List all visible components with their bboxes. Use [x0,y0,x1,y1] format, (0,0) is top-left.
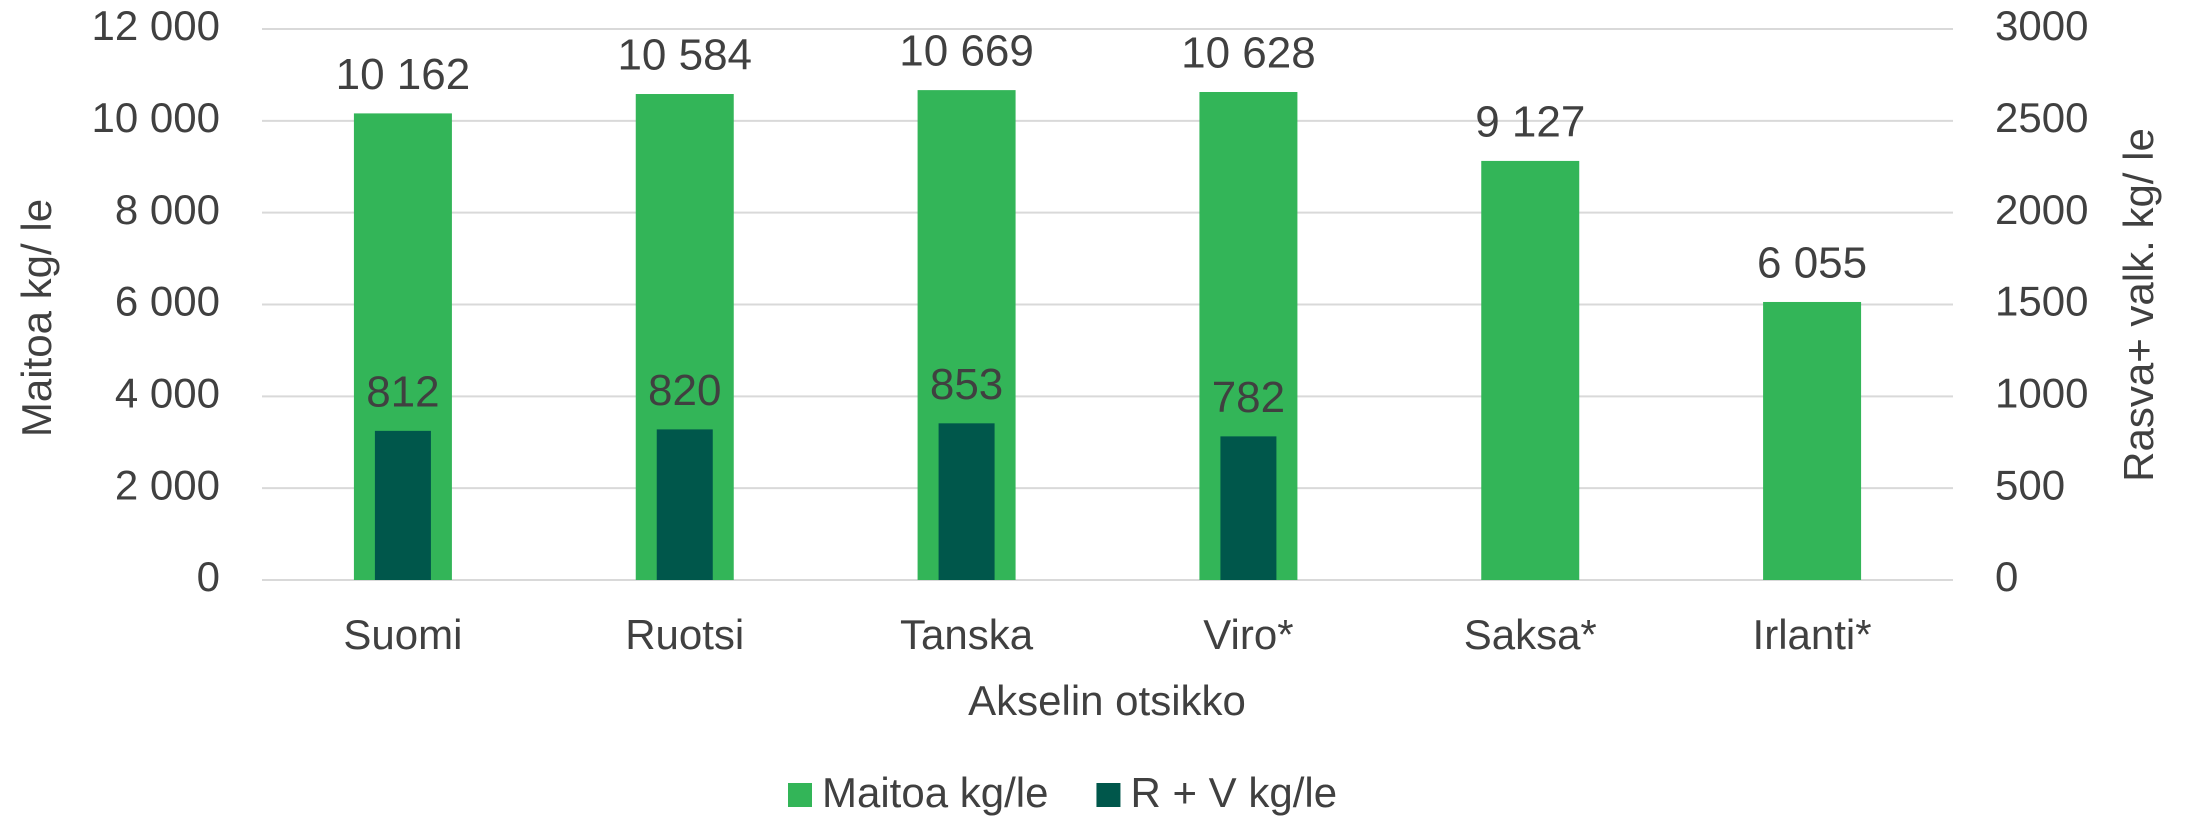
bar [374,430,431,580]
data-label: 10 584 [617,31,752,80]
y2-tick-label: 3000 [1995,2,2088,49]
bar [938,423,995,580]
y2-tick-label: 1500 [1995,278,2088,325]
legend-swatch [788,783,812,807]
data-label: 853 [930,360,1003,409]
y-axis-title: Maitoa kg/ le [13,199,60,437]
y-tick-label: 0 [197,553,220,600]
y-tick-label: 2 000 [115,461,220,508]
data-label: 9 127 [1475,98,1585,147]
data-label: 10 162 [336,50,471,99]
bar [1220,436,1277,580]
x-tick-label: Irlanti* [1753,611,1872,658]
y-tick-label: 10 000 [92,94,220,141]
x-tick-label: Ruotsi [625,611,744,658]
data-label: 6 055 [1757,239,1867,288]
bar [656,429,713,580]
x-axis-title: Akselin otsikko [968,677,1246,724]
bar [1763,301,1862,580]
y2-tick-label: 2500 [1995,94,2088,141]
y2-axis-title: Rasva+ valk. kg/ le [2115,128,2162,482]
y-tick-label: 12 000 [92,2,220,49]
y2-tick-label: 500 [1995,461,2065,508]
x-tick-label: Saksa* [1464,611,1597,658]
bar [1481,160,1580,580]
data-label: 10 669 [899,27,1034,76]
x-tick-label: Tanska [900,611,1034,658]
x-tick-label: Viro* [1203,611,1293,658]
y-tick-label: 4 000 [115,369,220,416]
legend-label: R + V kg/le [1130,769,1337,816]
data-label: 812 [366,367,439,416]
x-tick-label: Suomi [343,611,462,658]
y2-tick-label: 1000 [1995,369,2088,416]
y2-tick-label: 2000 [1995,186,2088,233]
y-tick-label: 8 000 [115,186,220,233]
data-label: 782 [1212,373,1285,422]
data-label: 820 [648,366,721,415]
legend-label: Maitoa kg/le [822,769,1048,816]
legend-swatch [1096,783,1121,807]
y2-tick-label: 0 [1995,553,2018,600]
data-label: 10 628 [1181,29,1316,78]
y-tick-label: 6 000 [115,278,220,325]
